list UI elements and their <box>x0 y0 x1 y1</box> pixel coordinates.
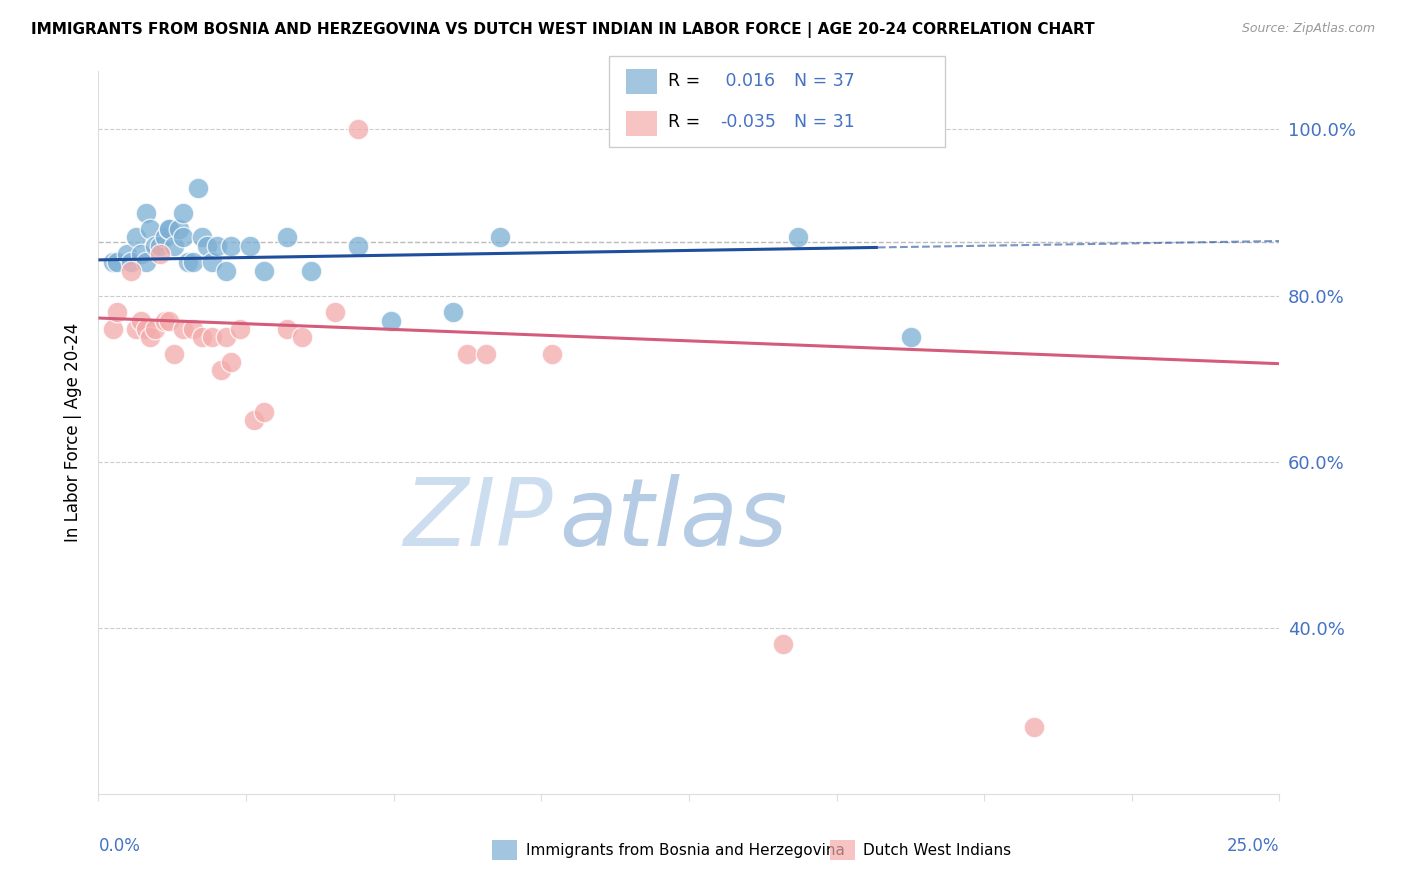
Point <box>121 263 143 277</box>
Point <box>135 205 157 219</box>
Point <box>177 255 200 269</box>
Point <box>239 239 262 253</box>
Point <box>129 313 152 327</box>
Point <box>253 405 276 419</box>
Text: Dutch West Indians: Dutch West Indians <box>863 843 1011 857</box>
Point <box>181 255 204 269</box>
Point <box>276 322 298 336</box>
Point <box>215 330 238 344</box>
Point <box>172 322 194 336</box>
Point <box>290 330 312 344</box>
Point <box>541 347 564 361</box>
Point <box>143 322 166 336</box>
Point <box>121 255 143 269</box>
Point <box>135 322 157 336</box>
Y-axis label: In Labor Force | Age 20-24: In Labor Force | Age 20-24 <box>65 323 83 542</box>
Point <box>229 322 252 336</box>
Point <box>101 255 124 269</box>
Point <box>209 363 232 377</box>
Point <box>149 247 172 261</box>
Point <box>105 255 128 269</box>
Point <box>101 322 124 336</box>
Point <box>172 230 194 244</box>
Text: ZIP: ZIP <box>404 474 553 565</box>
Point <box>253 263 276 277</box>
Text: 0.016: 0.016 <box>720 72 775 90</box>
Point <box>475 347 498 361</box>
Point <box>441 305 464 319</box>
Text: IMMIGRANTS FROM BOSNIA AND HERZEGOVINA VS DUTCH WEST INDIAN IN LABOR FORCE | AGE: IMMIGRANTS FROM BOSNIA AND HERZEGOVINA V… <box>31 22 1094 38</box>
Text: R =: R = <box>668 72 706 90</box>
Point <box>191 330 214 344</box>
Point <box>157 222 180 236</box>
Point <box>163 239 186 253</box>
Text: 0.0%: 0.0% <box>98 838 141 855</box>
Point <box>205 239 228 253</box>
Point <box>149 239 172 253</box>
Point <box>129 247 152 261</box>
Point <box>157 222 180 236</box>
Point <box>772 637 794 651</box>
Text: N = 31: N = 31 <box>794 113 855 131</box>
Point <box>153 230 176 244</box>
Point <box>489 230 512 244</box>
Point <box>125 230 148 244</box>
Point <box>201 330 224 344</box>
Point <box>163 347 186 361</box>
Text: Source: ZipAtlas.com: Source: ZipAtlas.com <box>1241 22 1375 36</box>
Point <box>157 313 180 327</box>
Point <box>323 305 346 319</box>
Point <box>153 313 176 327</box>
Point <box>195 239 218 253</box>
Point <box>219 355 242 369</box>
Point <box>135 255 157 269</box>
Point <box>115 247 138 261</box>
Point <box>125 322 148 336</box>
Text: 25.0%: 25.0% <box>1227 838 1279 855</box>
Point <box>139 330 162 344</box>
Point <box>219 239 242 253</box>
Point <box>172 205 194 219</box>
Point <box>380 313 402 327</box>
Text: atlas: atlas <box>560 474 787 565</box>
Text: -0.035: -0.035 <box>720 113 776 131</box>
Point <box>243 413 266 427</box>
Text: Immigrants from Bosnia and Herzegovina: Immigrants from Bosnia and Herzegovina <box>526 843 845 857</box>
Point <box>187 180 209 194</box>
Point <box>167 222 190 236</box>
Point <box>105 305 128 319</box>
Point <box>1022 721 1045 735</box>
Point <box>143 239 166 253</box>
Point <box>786 230 808 244</box>
Point <box>215 263 238 277</box>
Point <box>347 239 370 253</box>
Point <box>139 222 162 236</box>
Point <box>299 263 322 277</box>
Text: R =: R = <box>668 113 706 131</box>
Point <box>201 255 224 269</box>
Point <box>276 230 298 244</box>
Point <box>181 322 204 336</box>
Text: N = 37: N = 37 <box>794 72 855 90</box>
Point <box>191 230 214 244</box>
Point <box>456 347 478 361</box>
Point <box>900 330 922 344</box>
Point <box>347 122 370 136</box>
